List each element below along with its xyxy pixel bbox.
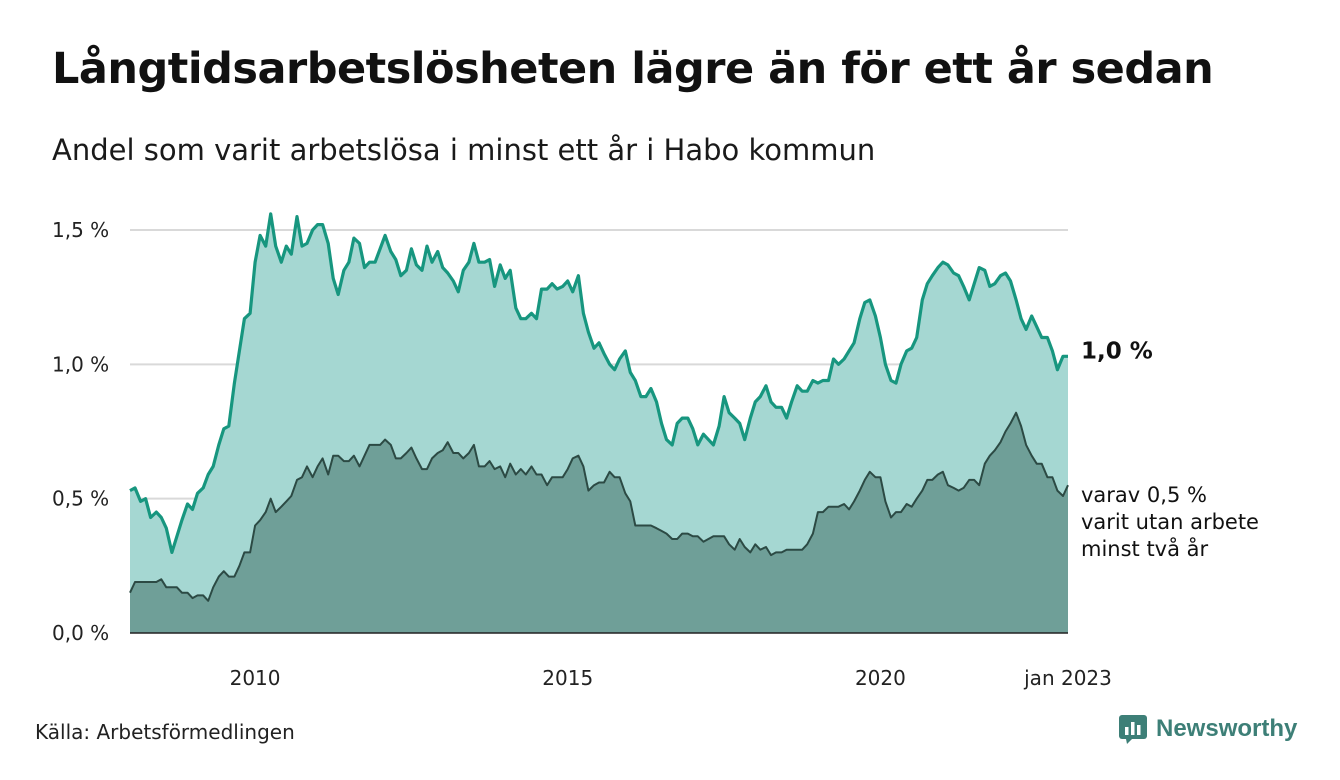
series1-end-label: 1,0 %	[1081, 338, 1153, 364]
series1-line	[129, 212, 1068, 554]
axes: 0,0 % 0,5 % 1,0 % 1,5 % 2010 2015 2020 jan 2023	[52, 218, 1112, 690]
source-note: Källa: Arbetsförmedlingen	[35, 720, 295, 744]
series2-end-label: varav 0,5 % varit utan arbete minst två …	[1081, 483, 1266, 561]
brand-logo[interactable]: Newsworthy	[1118, 714, 1297, 744]
series2-end-label-line1: varav 0,5 %	[1081, 483, 1207, 507]
y-tick-label: 0,5 %	[52, 487, 109, 511]
series2-end-label-line3: minst två år	[1081, 536, 1209, 561]
y-tick-label: 1,0 %	[52, 352, 109, 376]
series2-end-label-line2: varit utan arbete	[1081, 510, 1259, 534]
bar-chart-icon	[1119, 715, 1147, 744]
x-tick-label: 2015	[542, 666, 593, 690]
brand-name: Newsworthy	[1156, 715, 1298, 742]
y-tick-label: 0,0 %	[52, 621, 109, 645]
x-tick-label: jan 2023	[1023, 666, 1112, 690]
chart-subtitle: Andel som varit arbetslösa i minst ett å…	[52, 133, 876, 167]
x-tick-label: 2020	[855, 666, 906, 690]
series-layer	[129, 212, 1069, 633]
chart-title: Långtidsarbetslösheten lägre än för ett …	[52, 44, 1214, 94]
series2-line	[129, 411, 1069, 602]
x-tick-label: 2010	[230, 666, 281, 690]
series2-area	[130, 412, 1068, 633]
y-tick-label: 1,5 %	[52, 218, 109, 242]
